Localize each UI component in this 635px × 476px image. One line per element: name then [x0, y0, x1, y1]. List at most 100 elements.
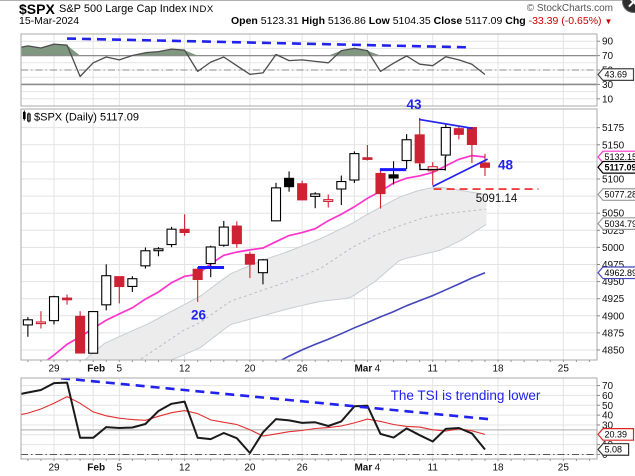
tsi-tick-label: 40	[602, 411, 614, 422]
x-tick-label: Feb	[87, 364, 105, 375]
axis-callout: 20.39	[597, 428, 635, 441]
channel-midline	[138, 208, 487, 360]
x-tick-label: 5	[117, 463, 123, 474]
high-label: High	[301, 15, 325, 27]
axis-callout: 43.69	[597, 68, 635, 81]
tsi-note: The TSI is trending lower	[391, 388, 541, 403]
price-tick-label: 5150	[602, 140, 625, 151]
channel-band	[21, 187, 487, 360]
price-tick-label: 4850	[602, 346, 625, 357]
callout-value: 43.69	[605, 70, 628, 80]
chg-down-arrow-icon: ▼	[604, 17, 613, 26]
x-tick-label: 20	[244, 463, 256, 474]
high-value: 5136.86	[327, 15, 366, 27]
chg-label: Chg	[505, 15, 526, 27]
price-tick-label: 5025	[602, 226, 625, 237]
x-tick-label: Feb	[87, 463, 105, 474]
count-48: 48	[498, 158, 514, 173]
count-43: 43	[406, 97, 422, 112]
rsi-trendline	[66, 37, 470, 49]
tsi-line	[21, 381, 486, 454]
tsi-trendline	[60, 378, 494, 421]
tsi-tick-label: 30	[602, 420, 614, 431]
rsi-panel	[21, 37, 597, 86]
exchange: INDX	[189, 4, 214, 15]
callout-value: 5034.79	[605, 219, 635, 229]
tsi-tick-label: 60	[602, 391, 614, 402]
x-tick-label: 25	[558, 463, 570, 474]
chart-date: 15-Mar-2024	[19, 15, 80, 27]
symbol-name: S&P 500 Large Cap Index	[59, 3, 187, 15]
count-26: 26	[191, 308, 207, 323]
annotation-texts: 43 26 48 5091.14 The TSI is trending lower	[191, 97, 541, 403]
axis-callout: 5077.28	[597, 188, 635, 201]
support-line-48	[432, 158, 488, 188]
x-tick-label: 25	[558, 364, 570, 375]
close-label: Close	[433, 15, 463, 27]
price-tick-label: 4900	[602, 311, 625, 322]
x-tick-label: 20	[244, 364, 256, 375]
rsi-tick-label: 30	[602, 80, 614, 91]
symbol: $SPX	[19, 1, 55, 17]
axis-callout: 4962.89	[597, 266, 635, 280]
sma10-line	[46, 154, 486, 360]
x-tick-label: 12	[179, 364, 191, 375]
close-value: 5117.09	[465, 15, 503, 27]
top-divider	[0, 0, 624, 1]
main-panel-label: $SPX (Daily) 5117.09	[23, 110, 139, 124]
tsi-panel	[21, 378, 597, 455]
x-tick-label: 11	[428, 364, 439, 375]
tsi-panel-border	[20, 377, 598, 460]
x-tick-label: 18	[492, 364, 504, 375]
callout-value: 5077.28	[605, 190, 635, 200]
x-tick-label: 12	[179, 463, 191, 474]
axis-ticks	[27, 40, 600, 461]
callout-value: 5117.09	[605, 162, 635, 172]
quote-line: Open 5123.31 High 5136.86 Low 5104.35 Cl…	[231, 15, 612, 27]
main-panel-border	[20, 108, 598, 361]
axis-callout: 5117.09	[597, 160, 635, 174]
chg-value: -33.39 (-0.65%)	[528, 15, 602, 27]
candles	[22, 117, 491, 354]
credit: © StockCharts.com	[526, 3, 613, 14]
x-tick-label: 5	[117, 364, 123, 375]
x-tick-label: 29	[48, 463, 60, 474]
price-tick-label: 5100	[602, 174, 625, 185]
price-tick-label: 5050	[602, 209, 625, 220]
callout-value: 5132.15	[605, 152, 635, 162]
tsi-signal-line	[21, 395, 486, 437]
price-tick-label: 4975	[602, 260, 625, 271]
rsi-tick-label: 90	[602, 37, 614, 48]
tsi-tick-label: 70	[602, 381, 614, 392]
callout-value: 4962.89	[605, 268, 635, 278]
rsi-tick-label: 10	[602, 94, 614, 105]
gridlines	[21, 34, 597, 459]
low-value: 5104.35	[392, 15, 431, 27]
x-tick-label: 4	[375, 463, 381, 474]
callout-value: 20.39	[605, 430, 628, 440]
rsi-tick-label: 70	[602, 51, 614, 62]
x-tick-label: 18	[492, 463, 504, 474]
low-label: Low	[368, 15, 390, 27]
price-tick-label: 5000	[602, 243, 625, 254]
sma50-line	[279, 272, 486, 360]
x-tick-label: Mar	[354, 364, 372, 375]
main-panel	[21, 154, 539, 360]
x-tick-label: 26	[297, 364, 309, 375]
price-tick-label: 4875	[602, 328, 625, 339]
main-annotations	[198, 118, 488, 270]
callout-value: 5.08	[605, 445, 623, 455]
axis-callout: 5.08	[597, 443, 630, 456]
price-tick-label: 5175	[602, 123, 625, 134]
resistance-line-43	[418, 118, 473, 130]
level-5091: 5091.14	[476, 193, 518, 205]
x-tick-label: 11	[428, 463, 439, 474]
black-bracket	[419, 156, 446, 171]
tsi-tick-label: 50	[602, 401, 614, 412]
axis-callout: 5034.79	[597, 217, 635, 230]
x-tick-label: 26	[297, 463, 309, 474]
open-label: Open	[231, 15, 258, 27]
price-tick-label: 4925	[602, 294, 625, 305]
